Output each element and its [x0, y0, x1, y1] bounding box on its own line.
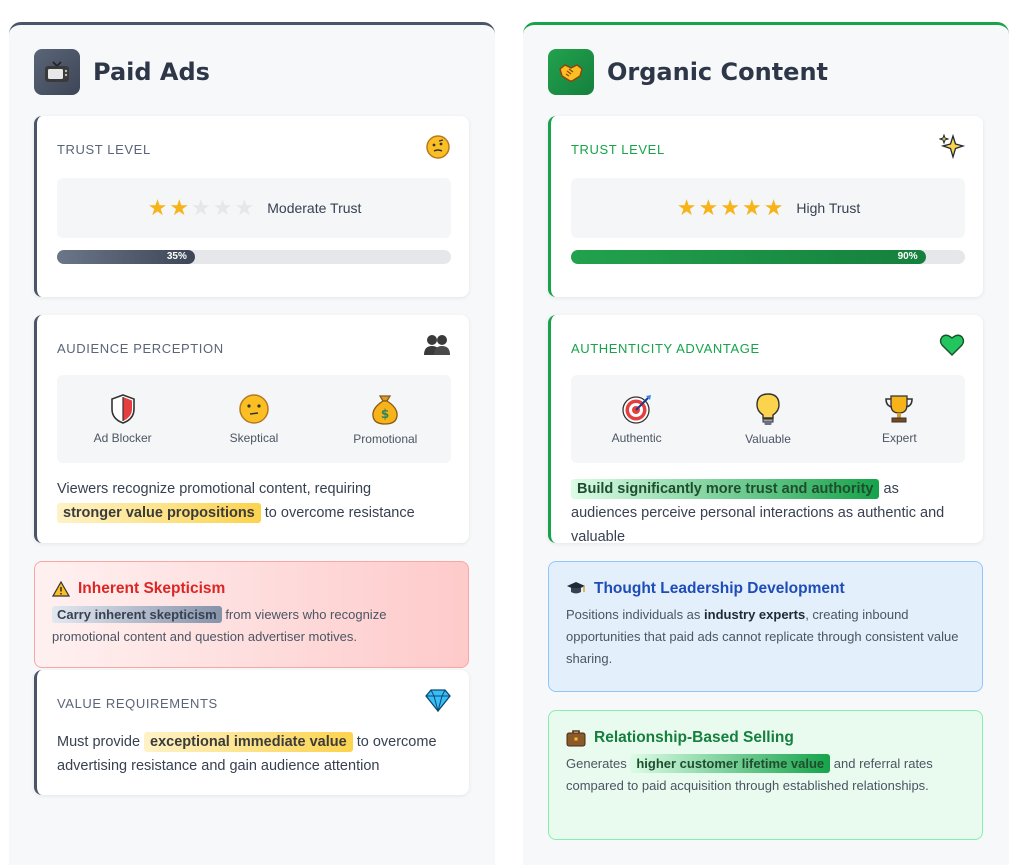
- paid-trust-card: TRUST LEVEL ★ ★ ★ ★ ★ Moderate Trust 35%: [34, 116, 469, 297]
- relationship-selling-box: Relationship-Based Selling Generates hig…: [548, 710, 983, 840]
- relationship-selling-title-text: Relationship-Based Selling: [594, 729, 794, 746]
- trust-level-label: TRUST LEVEL: [57, 142, 151, 157]
- audience-perception-label: AUDIENCE PERCEPTION: [57, 341, 224, 356]
- authenticity-advantage-label: AUTHENTICITY ADVANTAGE: [571, 341, 760, 356]
- trust-progress-bar: 90%: [571, 250, 965, 264]
- target-icon: [622, 395, 651, 424]
- skeptical-face-icon: [239, 394, 269, 424]
- relationship-body-highlight: higher customer lifetime value: [630, 754, 831, 773]
- value-desc-highlight: exceptional immediate value: [144, 732, 353, 752]
- thought-leadership-title-text: Thought Leadership Development: [594, 580, 845, 597]
- skepticism-highlight: Carry inherent skepticism: [52, 606, 222, 623]
- trust-progress-fill: 90%: [571, 250, 926, 264]
- paid-ads-header: Paid Ads: [34, 49, 210, 95]
- star-icon: ★: [212, 195, 233, 220]
- leadership-body-bold: industry experts: [704, 607, 806, 622]
- shield-icon: [110, 394, 135, 424]
- skepticism-title: Inherent Skepticism: [52, 580, 451, 598]
- money-bag-icon: $: [372, 395, 399, 425]
- gem-icon: [425, 688, 451, 717]
- people-icon: [423, 333, 451, 362]
- perception-item-label: Ad Blocker: [93, 431, 152, 445]
- organic-content-title: Organic Content: [607, 58, 829, 86]
- authenticity-item-authentic: Authentic: [582, 393, 692, 445]
- value-desc-text-end: to overcome advertising resistance and g…: [57, 734, 437, 774]
- trust-level-text: Moderate Trust: [267, 200, 362, 216]
- star-icon: ★: [169, 195, 190, 220]
- handshake-icon: [548, 49, 594, 95]
- svg-text:$: $: [381, 407, 389, 421]
- tv-icon: [34, 49, 80, 95]
- authenticity-description: Build significantly more trust and autho…: [571, 477, 965, 549]
- briefcase-icon: [566, 730, 586, 747]
- relationship-selling-title: Relationship-Based Selling: [566, 729, 965, 747]
- thought-leadership-title: Thought Leadership Development: [566, 580, 965, 598]
- paid-ads-title: Paid Ads: [93, 58, 210, 86]
- authenticity-advantage-card: AUTHENTICITY ADVANTAGE Authentic: [548, 315, 983, 545]
- organic-trust-card: TRUST LEVEL ★ ★ ★ ★ ★ High Trust 90%: [548, 116, 983, 297]
- star-icon: ★: [234, 195, 255, 220]
- perception-item-label: Promotional: [353, 432, 418, 446]
- thinking-face-icon: [425, 134, 451, 165]
- perception-icons-box: Ad Blocker Skeptical $: [57, 375, 451, 463]
- star-icon: ★: [147, 195, 168, 220]
- perception-item-promotional: $ Promotional: [330, 392, 440, 446]
- star-icon: ★: [191, 195, 211, 220]
- perception-desc-text: Viewers recognize promotional content, r…: [57, 481, 372, 497]
- trust-rating-box: ★ ★ ★ ★ ★ Moderate Trust: [57, 178, 451, 238]
- green-heart-icon: [939, 333, 965, 362]
- thought-leadership-box: Thought Leadership Development Positions…: [548, 561, 983, 692]
- star-icon: ★: [720, 195, 740, 220]
- perception-description: Viewers recognize promotional content, r…: [57, 477, 451, 525]
- authenticity-item-valuable: Valuable: [713, 392, 823, 446]
- authenticity-icons-box: Authentic Valuable: [571, 375, 965, 463]
- perception-item-ad-blocker: Ad Blocker: [68, 393, 178, 445]
- graduation-cap-icon: [567, 582, 585, 594]
- sparkles-icon: [938, 133, 966, 165]
- value-requirements-label: VALUE REQUIREMENTS: [57, 696, 218, 711]
- paid-ads-column: Paid Ads TRUST LEVEL ★ ★ ★ ★ ★ Moderate …: [9, 22, 495, 865]
- star-icon: ★: [763, 195, 784, 220]
- skepticism-title-text: Inherent Skepticism: [78, 580, 226, 597]
- thought-leadership-body: Positions individuals as industry expert…: [566, 604, 965, 670]
- authenticity-item-expert: Expert: [844, 393, 954, 445]
- relationship-body-text: Generates: [566, 756, 627, 771]
- perception-desc-text-end: to overcome resistance: [264, 505, 415, 521]
- leadership-body-text-end: , creating inbound opportunities that pa…: [566, 607, 959, 666]
- skepticism-body-text: from viewers who recognize promotional c…: [52, 607, 387, 644]
- trust-rating-box: ★ ★ ★ ★ ★ High Trust: [571, 178, 965, 238]
- relationship-body-text-end: and referral rates compared to paid acqu…: [566, 756, 933, 793]
- organic-content-header: Organic Content: [548, 49, 828, 95]
- warning-icon: [52, 581, 70, 597]
- authenticity-item-label: Authentic: [611, 431, 662, 445]
- trust-progress-bar: 35%: [57, 250, 451, 264]
- lightbulb-icon: [756, 393, 780, 425]
- perception-item-label: Skeptical: [229, 431, 279, 445]
- star-icon: ★: [676, 195, 697, 220]
- organic-content-column: Organic Content TRUST LEVEL ★ ★ ★ ★ ★ Hi…: [523, 22, 1009, 865]
- authenticity-item-label: Expert: [881, 431, 917, 445]
- trust-level-text: High Trust: [796, 200, 861, 216]
- value-desc-text: Must provide: [57, 734, 141, 750]
- authenticity-desc-highlight: Build significantly more trust and autho…: [571, 479, 880, 499]
- trust-level-label: TRUST LEVEL: [571, 142, 665, 157]
- skepticism-body: Carry inherent skepticism from viewers w…: [52, 604, 451, 648]
- value-requirements-card: VALUE REQUIREMENTS Must provide exceptio…: [34, 670, 469, 795]
- star-icon: ★: [698, 195, 719, 220]
- perception-desc-highlight: stronger value propositions: [57, 503, 261, 523]
- authenticity-desc-text: as audiences perceive personal interacti…: [571, 481, 945, 545]
- perception-item-skeptical: Skeptical: [199, 393, 309, 445]
- value-description: Must provide exceptional immediate value…: [57, 730, 451, 778]
- leadership-body-text: Positions individuals as: [566, 607, 701, 622]
- audience-perception-card: AUDIENCE PERCEPTION Ad Blocker: [34, 315, 469, 543]
- trophy-icon: [885, 395, 914, 423]
- authenticity-item-label: Valuable: [745, 432, 791, 446]
- inherent-skepticism-alert: Inherent Skepticism Carry inherent skept…: [34, 561, 469, 668]
- relationship-selling-body: Generates higher customer lifetime value…: [566, 753, 965, 797]
- star-icon: ★: [741, 195, 762, 220]
- trust-progress-fill: 35%: [57, 250, 195, 264]
